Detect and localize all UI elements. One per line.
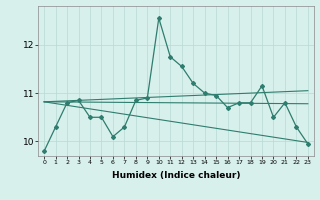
X-axis label: Humidex (Indice chaleur): Humidex (Indice chaleur) — [112, 171, 240, 180]
